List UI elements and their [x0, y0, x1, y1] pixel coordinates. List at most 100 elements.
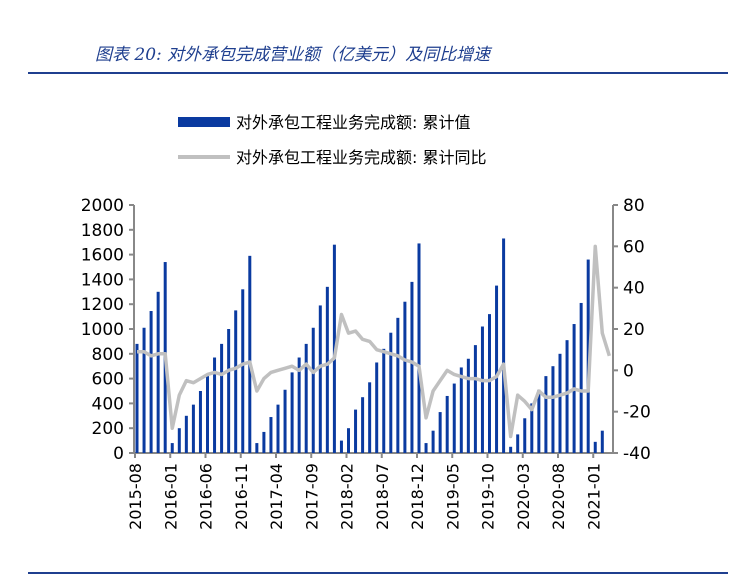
- bar: [452, 383, 456, 453]
- bar: [354, 409, 358, 453]
- left-tick-label: 400: [92, 394, 124, 414]
- bar: [389, 332, 393, 453]
- bar: [339, 440, 343, 453]
- x-tick-label: 2016-11: [232, 463, 251, 530]
- x-tick-label: 2018-12: [408, 463, 427, 530]
- bar: [410, 281, 414, 453]
- x-tick-label: 2017-04: [267, 463, 286, 530]
- right-tick-label: 20: [623, 320, 645, 340]
- bar: [276, 404, 280, 453]
- x-tick-label: 2020-03: [514, 463, 533, 530]
- bar: [537, 389, 541, 453]
- bar: [227, 329, 231, 453]
- bar: [516, 434, 520, 453]
- legend-bar-swatch: [178, 117, 230, 127]
- bar: [459, 367, 463, 453]
- bar: [502, 238, 506, 453]
- x-tick-label: 2015-08: [126, 463, 145, 530]
- bar: [445, 395, 449, 453]
- bar: [495, 285, 499, 453]
- bar: [198, 391, 202, 453]
- bar: [220, 343, 224, 453]
- bar: [375, 362, 379, 453]
- bar: [191, 404, 195, 453]
- bar: [417, 243, 421, 453]
- left-tick-label: 2000: [81, 196, 124, 216]
- bar: [523, 418, 527, 453]
- right-tick-label: 0: [623, 361, 634, 381]
- bar: [347, 428, 350, 453]
- x-tick-label: 2017-09: [302, 463, 321, 530]
- bar: [213, 357, 217, 453]
- x-tick-label: 2018-02: [338, 463, 357, 530]
- chart-title: 图表 20: 对外承包完成营业额（亿美元）及同比增速: [95, 45, 491, 65]
- bar: [311, 327, 315, 453]
- bar: [142, 327, 146, 453]
- bar: [368, 382, 372, 453]
- x-tick-label: 2016-01: [161, 463, 180, 530]
- bar: [248, 255, 252, 453]
- left-tick-label: 1800: [81, 221, 124, 241]
- bar: [424, 443, 428, 453]
- legend-line-label: 对外承包工程业务完成额: 累计同比: [236, 148, 486, 167]
- bar: [255, 443, 259, 453]
- right-tick-label: -20: [623, 403, 651, 423]
- bar: [149, 311, 153, 453]
- x-tick-label: 2020-08: [549, 463, 568, 530]
- bar: [551, 366, 555, 453]
- bar: [269, 417, 273, 453]
- bar: [480, 326, 484, 453]
- right-tick-label: -40: [623, 444, 651, 464]
- left-tick-label: 600: [92, 370, 124, 390]
- bar: [170, 443, 174, 453]
- x-tick-label: 2018-07: [373, 463, 392, 530]
- bar: [558, 353, 562, 453]
- right-tick-label: 40: [623, 279, 645, 299]
- left-tick-label: 1000: [81, 320, 124, 340]
- bar: [403, 301, 407, 453]
- yoy-line: [137, 244, 612, 439]
- legend-bar-label: 对外承包工程业务完成额: 累计值: [236, 113, 470, 132]
- bar: [579, 302, 583, 453]
- bar: [304, 343, 308, 453]
- bar: [184, 415, 188, 453]
- bar: [283, 389, 287, 453]
- bar: [396, 317, 400, 453]
- bar: [488, 314, 491, 453]
- left-tick-label: 200: [92, 419, 124, 439]
- bar: [438, 412, 442, 453]
- bar: [544, 376, 548, 453]
- x-tick-label: 2019-10: [479, 463, 498, 530]
- top-divider: [28, 72, 728, 74]
- bar: [234, 310, 238, 453]
- bottom-divider: [28, 572, 728, 574]
- bar: [297, 357, 301, 453]
- bar: [318, 305, 322, 453]
- x-tick-label: 2019-05: [443, 463, 462, 530]
- x-tick-label: 2021-01: [584, 463, 603, 530]
- bar: [361, 397, 365, 453]
- bar: [509, 446, 513, 453]
- bar: [600, 430, 604, 453]
- x-tick-label: 2016-06: [197, 463, 216, 530]
- bar: [241, 289, 245, 453]
- left-tick-label: 1200: [81, 295, 124, 315]
- bar: [177, 428, 181, 453]
- bar: [206, 376, 209, 453]
- bar: [565, 340, 569, 453]
- left-tick-label: 0: [113, 444, 124, 464]
- left-tick-label: 800: [92, 345, 124, 365]
- right-tick-label: 80: [623, 196, 645, 216]
- bar: [466, 358, 470, 453]
- left-tick-label: 1400: [81, 270, 124, 290]
- right-tick-label: 60: [623, 237, 645, 257]
- bar: [290, 372, 294, 453]
- bar: [530, 403, 534, 453]
- bar: [431, 430, 435, 453]
- bar: [593, 441, 597, 453]
- bar: [325, 286, 329, 453]
- bar: [156, 291, 160, 453]
- bar: [262, 431, 266, 453]
- left-tick-label: 1600: [81, 246, 124, 266]
